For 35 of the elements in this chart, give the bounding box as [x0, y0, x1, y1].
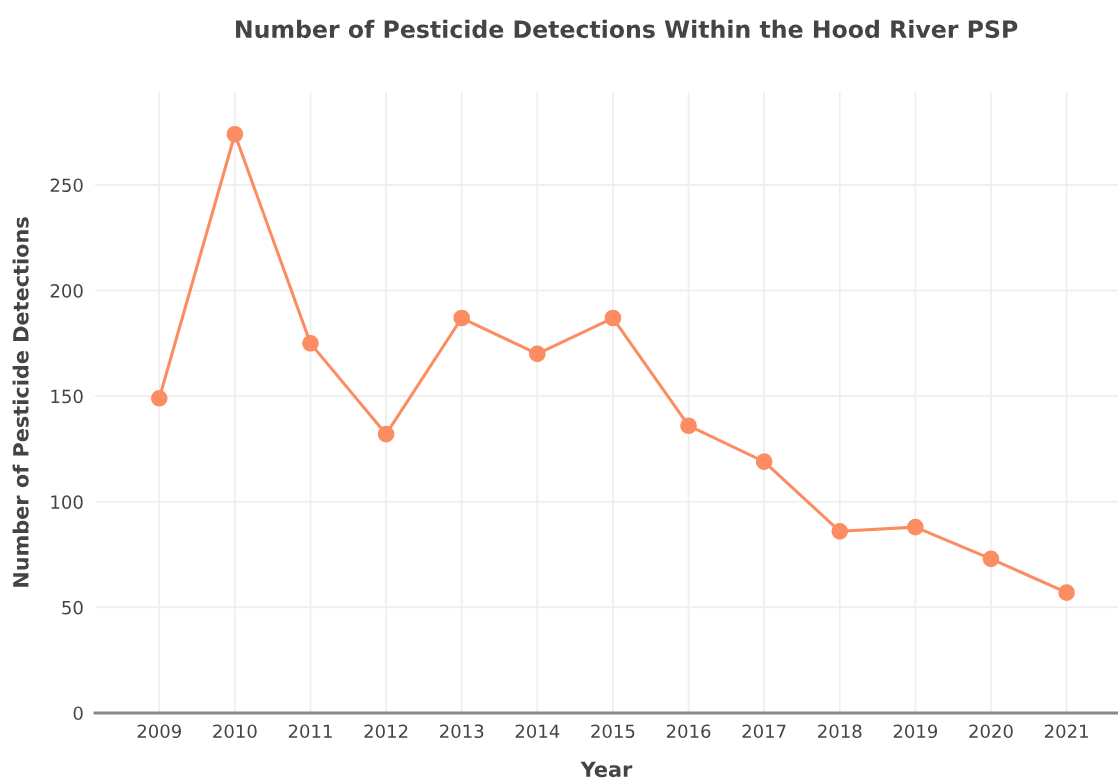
x-tick-label: 2017 [742, 724, 786, 739]
point [226, 125, 244, 143]
point [604, 309, 622, 327]
x-tick-label: 2009 [137, 724, 181, 739]
point [1058, 584, 1075, 601]
y-tick-label: 200 [50, 284, 83, 298]
x-tick-label: 2014 [515, 724, 560, 739]
x-tick-label: 2019 [893, 724, 938, 739]
x-tick-label: 2011 [288, 724, 332, 739]
point [150, 389, 168, 407]
point [907, 518, 924, 536]
point [377, 425, 395, 443]
point [831, 523, 849, 540]
point [680, 417, 697, 435]
x-tick-label: 2010 [213, 724, 257, 739]
point [982, 550, 1000, 568]
chart-title: Number of Pesticide Detections Within the Hood River PSP [236, 19, 1018, 39]
y-tick-label: 0 [73, 706, 83, 721]
point [755, 453, 773, 470]
x-tick-label: 2020 [969, 724, 1013, 739]
x-axis-title: Year [580, 761, 633, 778]
y-tick-label: 100 [51, 495, 83, 509]
x-tick-label: 2012 [364, 724, 408, 739]
x-tick-label: 2021 [1044, 724, 1088, 739]
x-tick-label: 2013 [440, 724, 484, 739]
y-tick-label: 150 [51, 389, 83, 404]
x-tick-label: 2016 [666, 724, 711, 739]
point [453, 309, 471, 327]
x-tick-label: 2015 [591, 724, 635, 739]
x-tick-label: 2018 [818, 724, 862, 739]
y-axis-title: Number of Pesticide Detections [12, 217, 29, 587]
y-tick-label: 50 [62, 600, 83, 615]
y-tick-label: 250 [50, 178, 83, 193]
point [302, 335, 319, 352]
point [528, 345, 546, 363]
